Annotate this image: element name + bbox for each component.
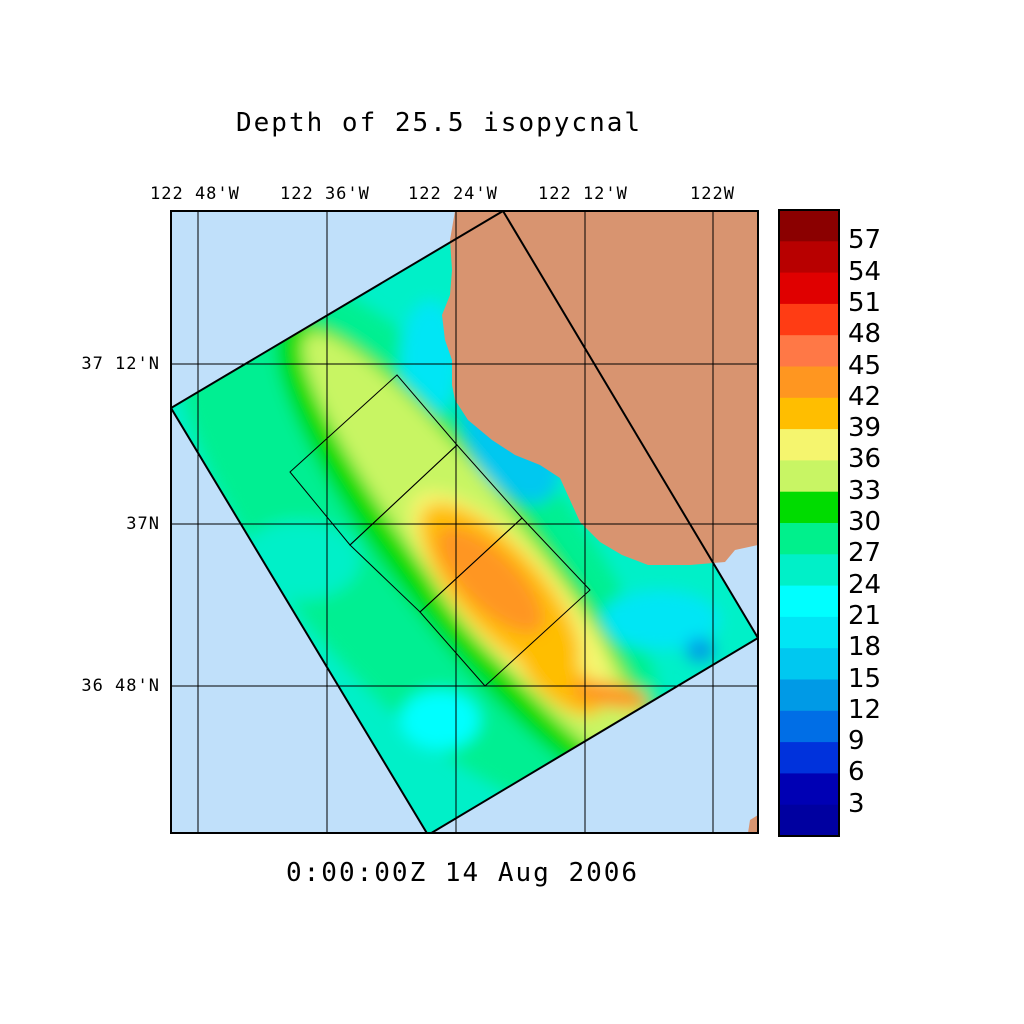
- colorbar-label: 33: [848, 475, 882, 506]
- colorbar-cell: [779, 648, 839, 680]
- colorbar-cell: [779, 397, 839, 430]
- subdomain-boxes: [289, 374, 591, 687]
- timestamp-label: 0:00:00Z 14 Aug 2006: [286, 858, 640, 888]
- colorbar-label: 15: [848, 663, 882, 694]
- colorbar-cell: [779, 804, 839, 837]
- colorbar-label: 21: [848, 600, 882, 631]
- colorbar-cell: [779, 523, 839, 555]
- colorbar-label: 45: [848, 350, 882, 381]
- lon-label-122-36w: 122 36'W: [280, 184, 370, 204]
- lat-label-37-12n: 37 12'N: [81, 354, 160, 374]
- colorbar-cell: [779, 585, 839, 618]
- colorbar-cell: [779, 616, 839, 649]
- lon-label-122-24w: 122 24'W: [408, 184, 498, 204]
- colorbar-label: 57: [848, 225, 882, 256]
- lat-label-37n: 37N: [126, 514, 160, 534]
- colorbar-label: 54: [848, 256, 882, 287]
- colorbar-cell: [779, 335, 839, 367]
- colorbar-cell: [779, 491, 839, 524]
- colorbar-label: 39: [848, 413, 882, 444]
- colorbar-cell: [779, 460, 839, 493]
- colorbar-label: 36: [848, 444, 882, 475]
- map-title: Depth of 25.5 isopycnal: [236, 108, 643, 138]
- colorbar: [779, 210, 839, 837]
- map-frame: [170, 210, 759, 834]
- colorbar-cell: [779, 710, 839, 743]
- colorbar-label: 27: [848, 538, 882, 569]
- colorbar-label: 12: [848, 694, 882, 725]
- colorbar-label: 42: [848, 381, 882, 412]
- lon-label-122-12w: 122 12'W: [538, 184, 628, 204]
- colorbar-cell: [779, 366, 839, 399]
- lon-label-122w: 122W: [690, 184, 735, 204]
- lon-label-122-48w: 122 48'W: [150, 184, 240, 204]
- colorbar-label: 30: [848, 507, 882, 537]
- colorbar-cell: [779, 272, 839, 305]
- lat-label-36-48n: 36 48'N: [81, 676, 160, 696]
- colorbar-cell: [779, 742, 839, 774]
- colorbar-label: 3: [848, 788, 865, 819]
- colorbar-frame: [778, 209, 840, 837]
- colorbar-cell: [779, 241, 839, 274]
- colorbar-label: 51: [848, 287, 882, 318]
- colorbar-label: 48: [848, 319, 882, 350]
- colorbar-label: 24: [848, 569, 882, 600]
- colorbar-cell: [779, 773, 839, 806]
- colorbar-label: 18: [848, 632, 882, 663]
- colorbar-label: 9: [848, 726, 865, 757]
- colorbar-cell: [779, 303, 839, 336]
- colorbar-cell: [779, 679, 839, 712]
- colorbar-cell: [779, 210, 839, 242]
- model-domain-outline: [171, 211, 758, 833]
- colorbar-label: 6: [848, 757, 865, 788]
- colorbar-cell: [779, 554, 839, 587]
- land-area: [442, 211, 758, 565]
- colorbar-cell: [779, 429, 839, 461]
